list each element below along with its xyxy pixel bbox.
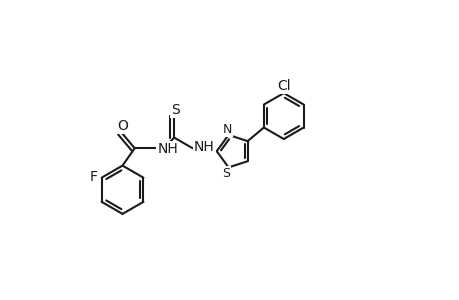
Text: S: S xyxy=(170,103,179,117)
Text: NH: NH xyxy=(194,140,214,154)
Text: Cl: Cl xyxy=(276,79,290,93)
Text: O: O xyxy=(117,118,128,133)
Text: F: F xyxy=(89,170,97,184)
Text: S: S xyxy=(222,167,230,180)
Text: N: N xyxy=(222,123,231,136)
Text: NH: NH xyxy=(157,142,178,156)
